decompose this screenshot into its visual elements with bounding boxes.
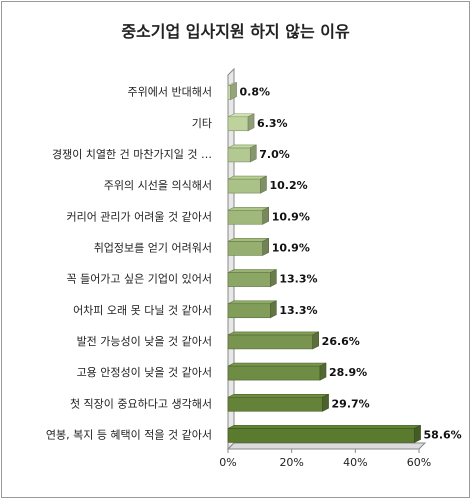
bar-front [227,241,263,256]
bar-side [262,237,269,256]
category-label: 첫 직장이 중요하다고 생각해서 [70,396,212,410]
bar-side [270,269,277,288]
category-label: 취업정보를 얻기 어려워서 [94,241,212,254]
bar-front [227,365,321,381]
bar [227,206,269,225]
data-label: 13.3% [279,273,317,286]
bar-side [230,82,237,101]
data-label: 58.6% [424,428,462,441]
bar-front [227,147,251,163]
bar-top [227,269,277,273]
bar [227,269,277,288]
data-label: 10.2% [269,179,307,192]
bar [227,300,277,319]
x-tick-label: 60% [407,456,431,469]
bar-front [227,178,261,194]
bar-top [227,393,329,398]
bar-side [262,206,269,225]
bar [227,424,421,443]
bar-front [227,272,271,287]
category-label: 발전 가능성이 낮을 것 같아서 [77,335,212,348]
bar-front [227,85,231,100]
data-label: 13.3% [279,304,317,317]
category-label: 커리어 관리가 어려울 것 같아서 [66,210,212,223]
bar [227,175,267,194]
bar [227,331,319,350]
category-label: 주위의 시선을 의식해서 [104,178,212,192]
bar-side [312,331,319,350]
bar-front [227,396,323,412]
bar [227,393,329,412]
data-label: 10.9% [272,241,310,254]
data-label: 26.6% [322,335,360,348]
bar-front [227,334,313,350]
category-label: 주위에서 반대해서 [128,85,212,99]
bar-top [227,362,327,367]
category-label: 고용 안정성이 낮을 것 같아서 [77,366,212,379]
category-label: 기타 [192,117,212,130]
bar-front [227,303,271,319]
bar-side [322,393,329,412]
data-label: 0.8% [240,86,271,99]
bar-top [227,331,319,336]
bar [227,144,257,163]
chart-title: 중소기업 입사지원 하지 않는 이유 [121,22,350,41]
bar-side [249,144,257,163]
category-label: 꼭 들어가고 싶은 기업이 있어서 [66,273,212,286]
bar-side [414,424,421,443]
bar [227,362,327,381]
data-label: 7.0% [259,148,290,161]
bar-top [227,425,421,429]
x-tick-label: 20% [279,456,303,469]
bar [227,113,255,132]
floor [226,442,427,450]
data-label: 28.9% [329,366,367,379]
bar-side [270,300,277,319]
bar-side [260,175,267,194]
data-label: 29.7% [332,397,370,410]
x-tick-label: 40% [343,456,367,469]
category-label: 연봉, 복지 등 혜택이 적을 것 같아서 [46,428,212,441]
data-label: 10.9% [272,210,310,223]
bar-front [227,116,249,132]
x-tick-label: 0% [219,456,236,469]
bar-side [247,113,255,132]
bar-top [227,300,277,305]
data-label: 6.3% [257,117,288,130]
category-label: 어차피 오래 못 다닐 것 같아서 [73,304,212,317]
bar [227,237,269,256]
bar-top [227,206,269,211]
bar-side [319,362,327,381]
bar [227,82,237,101]
category-label: 경쟁이 치열한 건 마찬가지일 것 … [52,147,212,161]
bar-front [227,209,263,225]
bar-front [227,428,415,443]
bar-top [227,238,269,242]
